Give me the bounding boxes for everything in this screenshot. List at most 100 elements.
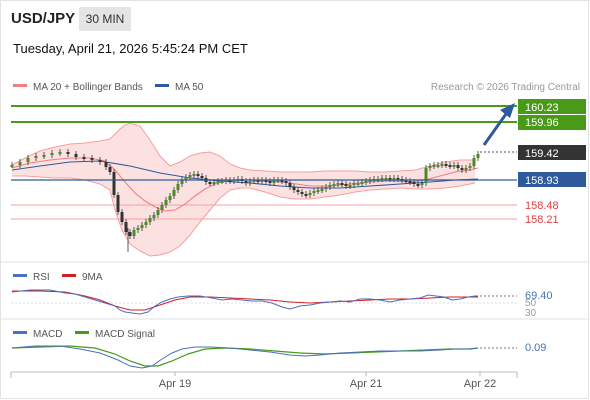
candle-body [104,162,108,167]
x-tick-label-1: Apr 19 [159,378,191,390]
candle-body [344,184,348,186]
resistance-1-tag [518,99,586,114]
current-price-label: 159.42 [525,148,559,160]
candle-body [388,178,392,180]
candle-body [18,162,22,165]
x-tick-label-2: Apr 21 [350,378,382,390]
candle-body [316,190,320,192]
copyright-text: Research © 2026 Trading Central [431,82,580,93]
resistance-1-label: 160.23 [525,102,559,114]
trend-arrow-icon [500,103,515,118]
candle-body [132,230,136,236]
candle-body [276,180,280,182]
candle-body [136,228,140,230]
price-panel: 160.23 159.96 159.42 158.93 158.48 158.2… [10,99,586,257]
candle-body [456,165,460,168]
macd-panel: MACD MACD Signal 0.09 [11,329,546,369]
macd-line [11,345,479,369]
candle-body [264,180,268,182]
candle-body [428,166,432,168]
trend-arrow-shaft [482,113,508,146]
candle-body [392,178,396,180]
candle-body [288,183,292,187]
symbol-title: USD/JPY [11,10,76,27]
ma20-legend-label: MA 20 + Bollinger Bands [33,82,143,93]
candle-body [308,193,312,195]
candle-body [144,222,148,225]
candle-body [184,177,188,180]
candle-body [180,180,184,184]
timeframe-button[interactable]: 30 MIN [79,7,131,31]
candle-body [476,154,480,158]
candle-body [58,152,62,154]
candle-body [348,185,352,187]
pivot-tag [518,172,586,187]
ma20-legend-swatch [13,84,27,87]
rsi-ma-legend-label: 9MA [82,272,103,283]
candle-body [324,187,328,189]
candle-body [90,158,94,160]
candle-body [312,191,316,193]
candle-body [224,180,228,182]
candle-body [232,180,236,182]
candle-body [152,215,156,218]
candle-body [424,168,428,183]
candle-body [360,182,364,184]
candle-body [380,178,384,180]
candle-body [212,182,216,184]
candle-body [292,187,296,190]
candle-body [108,167,112,172]
candle-body [192,174,196,176]
candle-body [164,200,168,205]
candle-body [200,176,204,178]
macd-value-label: 0.09 [525,342,546,354]
candle-body [252,180,256,182]
candle-body [356,183,360,185]
candle-body [396,178,400,180]
ma50-legend-swatch [155,84,169,87]
candle-body [404,180,408,182]
candle-body [296,190,300,192]
resistance-2-tag [518,115,586,130]
candle-body [82,157,86,159]
rsi-50-label: 50 [525,298,537,309]
candle-body [468,166,472,168]
bollinger-lower-line [12,175,476,257]
candle-body [34,156,38,158]
candle-body [364,181,368,183]
candle-body [172,190,176,196]
candle-body [420,183,424,185]
candle-body [280,180,284,182]
candle-body [124,222,128,232]
candle-body [196,174,200,176]
candle-body [120,212,124,222]
candle-body [384,178,388,180]
candle-body [42,155,46,157]
candle-body [176,184,180,190]
ma50-legend-label: MA 50 [175,82,204,93]
candle-body [244,181,248,183]
candle-body [416,184,420,186]
support-2-label: 158.21 [525,214,559,226]
candle-body [272,180,276,183]
candle-body [304,194,308,196]
rsi-line [11,289,478,315]
candle-body [116,195,120,212]
candle-body [440,164,444,166]
macd-signal-legend-swatch [75,331,89,334]
candle-body [228,180,232,182]
price-candles [10,149,480,252]
candle-body [208,182,212,184]
candle-body [448,165,452,167]
candle-body [128,232,132,236]
candle-body [452,165,456,167]
macd-legend-label: MACD [33,329,62,340]
candle-body [332,184,336,186]
price-legend: MA 20 + Bollinger Bands MA 50 Research ©… [13,82,580,93]
candle-body [444,164,448,166]
candle-body [412,182,416,184]
rsi-ma-legend-swatch [62,274,76,277]
candle-body [328,185,332,187]
